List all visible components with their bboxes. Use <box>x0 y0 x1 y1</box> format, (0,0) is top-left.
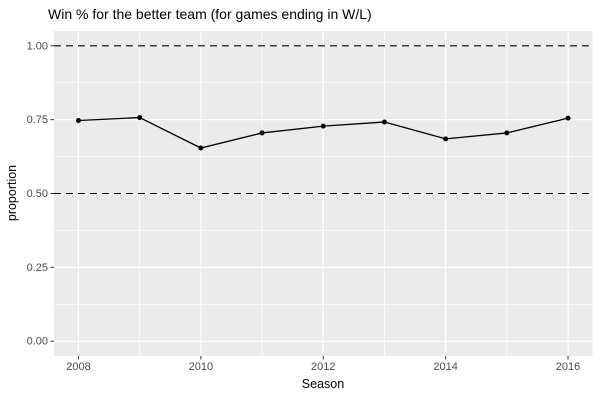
chart-title: Win % for the better team (for games end… <box>48 6 372 22</box>
data-point <box>259 130 265 136</box>
y-axis-title: proportion <box>5 164 19 222</box>
x-tick-label: 2014 <box>433 361 457 373</box>
data-point <box>443 136 449 142</box>
x-axis-title: Season <box>301 377 345 391</box>
y-tick-label: 0.00 <box>27 336 48 348</box>
x-tick-label: 2008 <box>66 361 90 373</box>
data-point <box>137 115 143 121</box>
y-tick-label: 0.75 <box>27 114 48 126</box>
x-tick-label: 2010 <box>189 361 213 373</box>
y-tick-label: 0.50 <box>27 188 48 200</box>
y-tick-label: 0.25 <box>27 262 48 274</box>
data-point <box>565 115 571 121</box>
y-tick-label: 1.00 <box>27 40 48 52</box>
data-point <box>320 123 326 129</box>
x-tick-label: 2012 <box>311 361 335 373</box>
data-point <box>75 118 81 124</box>
data-point <box>504 130 510 136</box>
data-point <box>198 145 204 151</box>
data-point <box>381 119 387 125</box>
x-tick-label: 2016 <box>556 361 580 373</box>
